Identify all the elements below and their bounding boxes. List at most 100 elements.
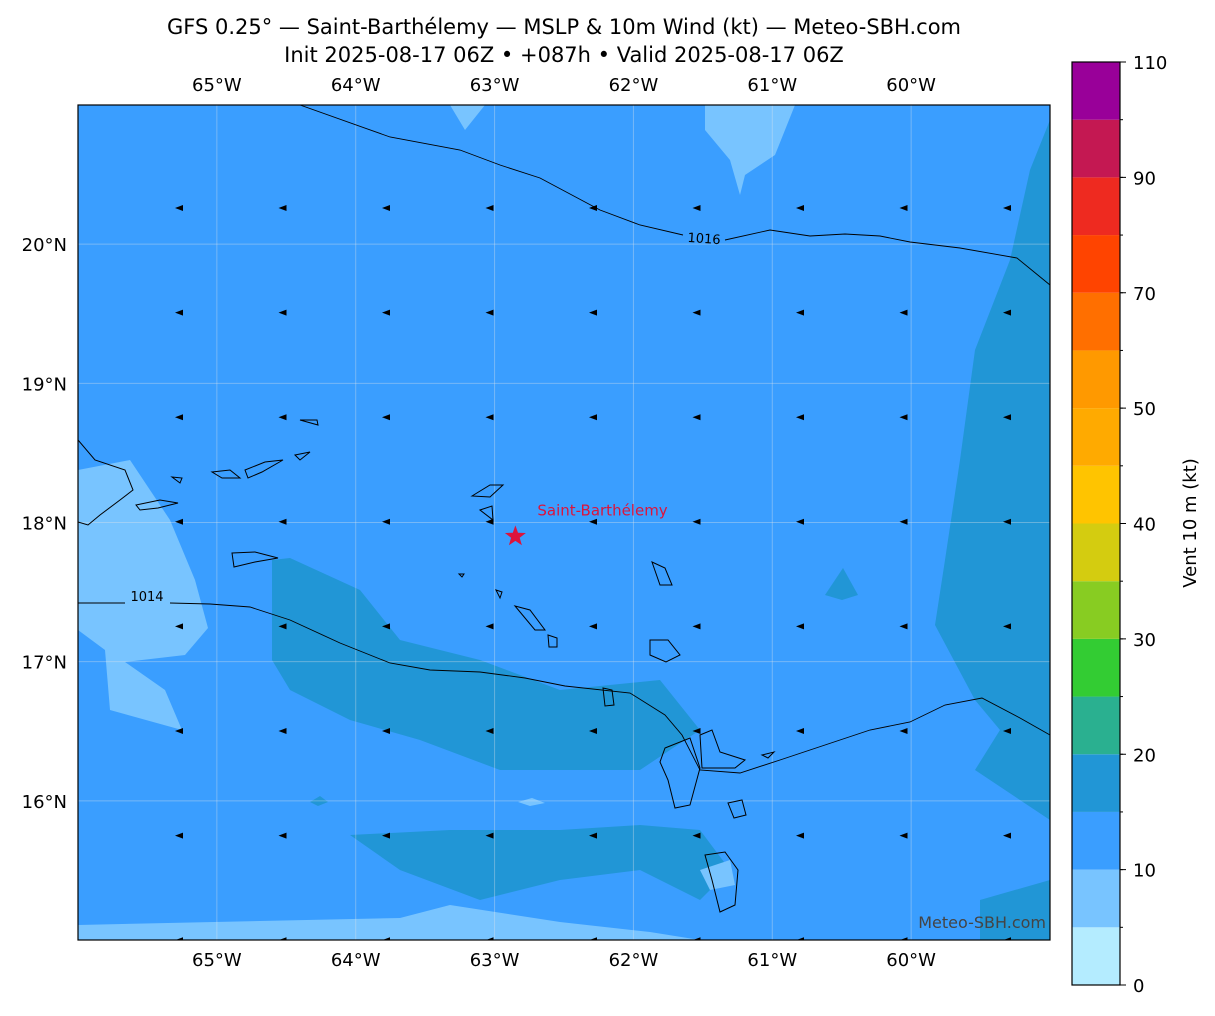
- wind-arrow: [175, 728, 183, 734]
- colorbar-segment: [1072, 408, 1120, 466]
- colorbar-segment: [1072, 581, 1120, 639]
- wind-arrow: [485, 832, 494, 839]
- wind-arrow: [796, 832, 804, 839]
- colorbar-segment: [1072, 754, 1120, 812]
- wind-arrow: [382, 728, 390, 734]
- colorbar-tick-label: 10: [1133, 861, 1156, 882]
- wind-arrow: [175, 518, 183, 525]
- lon-label: 62°W: [609, 75, 659, 96]
- lon-label: 64°W: [331, 75, 381, 96]
- wind-arrow: [1003, 518, 1011, 525]
- wind-arrow: [175, 414, 183, 421]
- colorbar-segment: [1072, 638, 1120, 697]
- wind-arrow: [899, 832, 908, 839]
- wind-arrow: [589, 309, 597, 316]
- wind-arrow: [796, 518, 804, 525]
- wind-arrow: [175, 832, 183, 839]
- wind-arrow: [899, 414, 908, 421]
- wind-arrow: [692, 309, 701, 316]
- colorbar: 0 10 20 30 40 50 70 90 110: [1071, 53, 1167, 997]
- wind-arrow: [1003, 205, 1011, 211]
- wind-arrow: [899, 205, 908, 211]
- wind-arrow: [278, 309, 287, 316]
- location-label: Saint-Barthélemy: [537, 501, 667, 519]
- wind-arrow: [278, 205, 287, 211]
- colorbar-tick-label: 30: [1133, 630, 1156, 651]
- lon-label: 60°W: [886, 75, 936, 96]
- lon-label: 61°W: [747, 75, 797, 96]
- wind-arrow: [485, 309, 494, 316]
- isobar-label: 1014: [130, 590, 163, 605]
- wind-arrow: [486, 937, 494, 940]
- colorbar-tick-label: 20: [1133, 745, 1156, 766]
- wind-arrow: [382, 937, 390, 940]
- wind-arrow: [899, 518, 908, 525]
- wind-arrow: [1003, 832, 1011, 839]
- wind-arrow: [796, 937, 804, 940]
- wind-arrow: [589, 205, 597, 211]
- lat-label: 19°N: [22, 374, 67, 395]
- subtitle: Init 2025-08-17 06Z • +087h • Valid 2025…: [284, 43, 844, 67]
- wind-arrow: [279, 937, 287, 940]
- watermark: Meteo-SBH.com: [918, 913, 1046, 932]
- wind-arrow: [900, 937, 908, 940]
- colorbar-tick-label: 50: [1133, 399, 1156, 420]
- wind-arrow: [1003, 414, 1011, 421]
- wind-15-20: [272, 120, 1050, 940]
- wind-5-10: [78, 105, 795, 940]
- colorbar-segment: [1072, 811, 1120, 870]
- wind-arrow: [692, 414, 701, 421]
- wind-arrow: [692, 623, 701, 630]
- wind-arrow: [589, 937, 597, 940]
- wind-barbs: [175, 205, 1011, 940]
- wind-arrow: [1003, 623, 1011, 630]
- lon-label: 62°W: [609, 950, 659, 971]
- wind-arrow: [278, 518, 287, 525]
- wind-arrow: [485, 414, 494, 421]
- wind-arrow: [796, 205, 804, 211]
- wind-arrow: [589, 728, 597, 734]
- colorbar-tick-label: 40: [1133, 515, 1156, 536]
- wind-arrow: [278, 728, 287, 734]
- colorbar-segment: [1072, 235, 1120, 293]
- wind-arrow: [796, 309, 804, 316]
- map-frame: [77, 104, 1051, 941]
- wind-arrow: [796, 728, 804, 734]
- wind-arrow: [278, 623, 287, 630]
- lon-label: 65°W: [192, 75, 242, 96]
- colorbar-tick-label: 70: [1133, 284, 1156, 305]
- wind-arrow: [693, 937, 701, 940]
- wind-arrow: [382, 205, 390, 211]
- lon-label: 61°W: [747, 950, 797, 971]
- wind-arrow: [899, 728, 908, 734]
- wind-arrow: [175, 205, 183, 211]
- wind-arrow: [382, 832, 390, 839]
- colorbar-segment: [1072, 119, 1120, 178]
- wind-arrow: [382, 518, 390, 525]
- wind-arrow: [175, 623, 183, 630]
- lat-label: 20°N: [22, 235, 67, 256]
- colorbar-segment: [1072, 292, 1120, 351]
- wind-arrow: [278, 414, 287, 421]
- lat-label: 16°N: [22, 792, 67, 813]
- wind-arrow: [589, 414, 597, 421]
- lat-label: 17°N: [22, 653, 67, 674]
- lon-label: 60°W: [886, 950, 936, 971]
- wind-arrow: [382, 623, 390, 630]
- colorbar-segment: [1072, 696, 1120, 755]
- wind-arrow: [692, 205, 701, 211]
- colorbar-tick-label: 90: [1133, 168, 1156, 189]
- colorbar-segment: [1072, 523, 1120, 582]
- wind-arrow: [485, 205, 494, 211]
- wind-arrow: [899, 623, 908, 630]
- lon-label: 65°W: [192, 950, 242, 971]
- wind-arrow: [692, 518, 701, 525]
- map-field: [78, 105, 1050, 940]
- lat-label: 18°N: [22, 514, 67, 535]
- wind-arrow: [796, 414, 804, 421]
- colorbar-segment: [1072, 465, 1120, 524]
- wind-arrow: [1003, 728, 1011, 734]
- wind-arrow: [1003, 309, 1011, 316]
- colorbar-segment: [1072, 350, 1120, 409]
